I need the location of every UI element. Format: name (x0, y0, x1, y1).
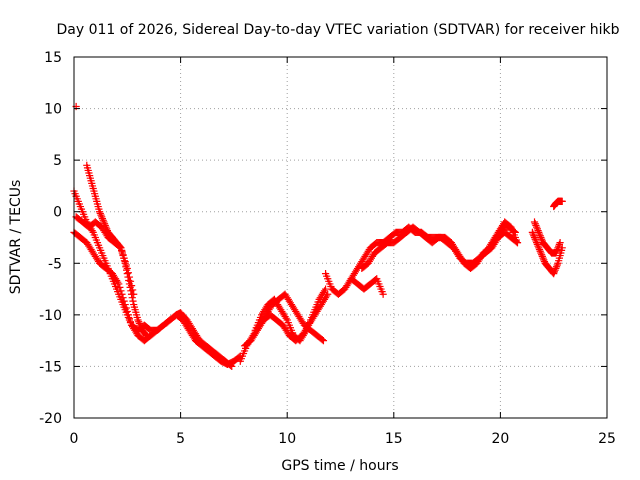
data-point (321, 285, 330, 293)
data-point (130, 290, 138, 298)
data-point (558, 197, 566, 205)
series-satellite-track-A (70, 187, 244, 368)
data-point (129, 286, 137, 294)
data-point (123, 307, 131, 316)
data-point (119, 251, 127, 259)
x-tick-label: 10 (278, 431, 296, 447)
data-point (118, 247, 126, 255)
y-tick-label: -10 (39, 308, 62, 324)
data-point (379, 290, 387, 298)
data-point (142, 331, 150, 339)
y-tick-label: 10 (44, 102, 62, 118)
data-point (125, 314, 134, 322)
x-axis-ticks: 0 5 10 15 20 25 (70, 57, 616, 447)
y-tick-label: -5 (48, 256, 62, 272)
data-point (125, 273, 134, 281)
data-point (121, 300, 129, 309)
y-tick-label: -20 (39, 411, 62, 427)
data-point (120, 297, 128, 305)
data-point (117, 244, 125, 252)
series-satellite-track-B (70, 228, 236, 371)
data-point (118, 290, 126, 298)
data-point (227, 361, 235, 370)
data-point (126, 277, 135, 285)
data-point (228, 362, 236, 371)
data-point (124, 269, 132, 277)
x-tick-label: 5 (176, 431, 185, 447)
series-satellite-track-L (528, 228, 566, 278)
data-point (513, 239, 522, 247)
plot-frame (73, 56, 608, 419)
x-tick-label: 0 (70, 431, 79, 447)
y-tick-label: 15 (44, 50, 62, 66)
series-satellite-track-N (550, 197, 566, 211)
data-point (127, 282, 136, 290)
series-satellite-track-J (347, 275, 387, 298)
x-tick-label: 25 (598, 431, 616, 447)
data-point (122, 261, 130, 269)
chart-title: Day 011 of 2026, Sidereal Day-to-day VTE… (57, 22, 620, 38)
data-point (318, 336, 326, 344)
data-point (142, 331, 151, 340)
data-points (70, 102, 566, 371)
data-point (120, 254, 128, 262)
x-axis-label: GPS time / hours (281, 458, 398, 474)
series-satellite-track-D (72, 213, 138, 298)
data-point (121, 257, 129, 266)
series-satellite-track-G (251, 285, 330, 345)
grid-lines (74, 57, 607, 418)
y-axis-label: SDTVAR / TECUs (8, 180, 24, 295)
data-point (119, 294, 127, 302)
data-point (126, 318, 135, 326)
series-satellite-track-M (530, 218, 564, 257)
y-axis-ticks: -20 -15 -10 -5 0 5 10 15 (39, 50, 607, 427)
data-point (123, 264, 131, 273)
y-tick-label: 0 (53, 205, 62, 221)
x-tick-label: 20 (491, 431, 509, 447)
data-point (556, 239, 564, 247)
data-point (124, 311, 132, 319)
data-point (117, 287, 125, 295)
series-satellite-track-K (475, 218, 522, 262)
data-point (116, 243, 124, 251)
data-point (122, 304, 130, 312)
data-point (116, 283, 124, 291)
x-tick-label: 15 (385, 431, 403, 447)
y-tick-label: -15 (39, 359, 62, 375)
data-point (128, 294, 136, 302)
data-point (319, 337, 328, 345)
data-point (115, 280, 123, 288)
data-point (129, 297, 137, 305)
y-tick-label: 5 (53, 153, 62, 169)
